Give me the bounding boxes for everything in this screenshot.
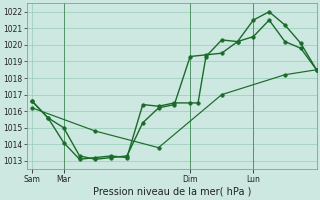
X-axis label: Pression niveau de la mer( hPa ): Pression niveau de la mer( hPa ) (92, 187, 251, 197)
